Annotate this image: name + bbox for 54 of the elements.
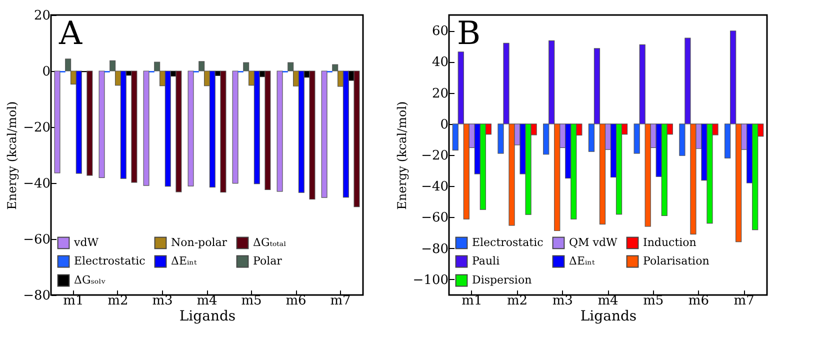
y-tick-label: −60 <box>421 210 448 226</box>
y-tick-label: −80 <box>23 288 50 304</box>
y-tick-label: 20 <box>432 86 448 102</box>
x-tick-label: m6 <box>286 294 306 308</box>
x-axis-title: Ligands <box>580 308 637 324</box>
x-tick-label: m4 <box>598 294 618 308</box>
legend-label: Non-polar <box>171 236 228 249</box>
y-axis-title: Energy (kcal/mol) <box>394 101 409 210</box>
y-tick-label: −80 <box>421 242 448 257</box>
y-tick-label: −40 <box>23 176 50 192</box>
legend-label: Polar <box>253 254 283 268</box>
legend-label: QM vdW <box>569 236 618 249</box>
bar <box>54 70 60 174</box>
legend-label: Pauli <box>472 254 500 268</box>
legend-label: Electrostatic <box>472 236 544 249</box>
y-tick-label: 60 <box>432 24 448 40</box>
bar <box>188 70 194 186</box>
x-tick-label: m4 <box>196 294 218 308</box>
bar <box>143 70 150 186</box>
x-tick-label: m5 <box>643 294 664 308</box>
annotation: A <box>58 14 83 52</box>
x-axis-title: Ligands <box>179 308 236 324</box>
legend-label: ΔEᵢₙₜ <box>569 254 595 268</box>
x-tick-label: m3 <box>152 294 173 308</box>
y-tick-label: −40 <box>421 180 448 195</box>
y-tick-label: 0 <box>42 64 50 80</box>
x-tick-label: m1 <box>63 294 84 308</box>
bar <box>232 70 238 184</box>
x-tick-label: m2 <box>506 294 528 308</box>
y-tick-label: 0 <box>440 117 448 132</box>
y-axis-title: Energy (kcal/mol) <box>5 101 20 210</box>
bar <box>86 70 93 176</box>
y-tick-label: 40 <box>432 55 448 70</box>
bar <box>321 70 328 198</box>
y-tick-label: −60 <box>23 232 50 248</box>
legend-label: Electrostatic <box>74 254 146 268</box>
legend-label: Induction <box>643 236 696 249</box>
bar <box>98 70 105 178</box>
annotation: B <box>457 14 481 52</box>
x-tick-label: m1 <box>462 294 482 308</box>
x-tick-label: m2 <box>108 294 128 308</box>
legend-label: vdW <box>73 236 100 249</box>
legend-label: ΔGₜₒₜₐₗ <box>253 236 287 249</box>
x-tick-label: m6 <box>688 294 710 308</box>
legend-label: Dispersion <box>472 274 532 286</box>
legend-label: Polarisation <box>643 254 710 268</box>
x-tick-label: m3 <box>552 294 573 308</box>
bar <box>276 70 283 192</box>
y-tick-label: 20 <box>34 8 50 24</box>
y-tick-label: −20 <box>23 120 50 136</box>
y-tick-label: −100 <box>412 272 448 288</box>
y-tick-label: −20 <box>421 148 448 164</box>
legend-label: ΔGₛₒₗᵥ <box>74 274 106 286</box>
legend-label: ΔEᵢₙₜ <box>171 254 197 268</box>
